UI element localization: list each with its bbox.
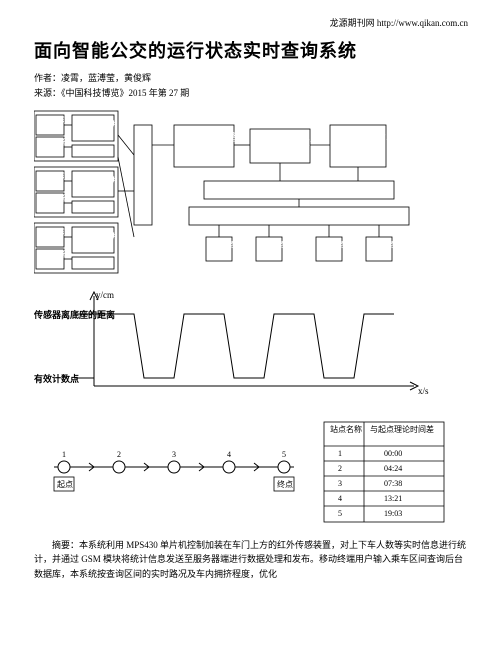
source-line: 来源：《中国科技博览》2015 年第 27 期 [34,86,468,99]
td: 07:38 [384,479,402,488]
page-title: 面向智能公交的运行状态实时查询系统 [34,37,468,63]
td: 2 [338,464,342,473]
td: 19:03 [384,509,402,518]
route-figure: 1 2 3 4 5 起点 终点 站点名称 [34,417,468,532]
node-num: 3 [172,450,176,459]
td: 00:00 [384,449,402,458]
terminal-label: 移动终端 [370,239,402,249]
wave-bottom-mark: 有效计数点 [34,373,79,384]
abstract-text: 摘要：本系统利用 MPS430 单片机控制加装在车门上方的红外传感装置，对上下车… [34,538,468,581]
td: 3 [338,479,342,488]
td: 1 [338,449,342,458]
query-site-label: 查询网站 [272,184,312,197]
td: 04:24 [384,464,402,473]
wave-chart: y/cm x/s 传感器离底座的距离 有效计数点 [34,286,468,411]
th: 与起点理论时间差 [370,424,434,434]
box-label: GSM模块 [76,202,109,212]
gsm-net-label: GSM网络 [138,135,148,173]
box-label: MPS430单片机 [76,175,128,185]
terminal-label: 移动终端 [320,239,352,249]
server-label: 服务器数据库系统 [336,129,416,142]
node-num: 4 [227,450,231,459]
td: 13:21 [384,494,402,503]
box-label: MPS430单片机 [76,231,128,241]
site-header: 龙源期刊网 http://www.qikan.com.cn [34,16,468,29]
wave-top-mark: 传感器离底座的距离 [34,309,115,320]
mobile-net-label: 移动互联网 [272,210,322,223]
node-label: 终点 [277,479,293,489]
node-num: 5 [282,450,286,459]
td: 5 [338,509,342,518]
th: 站点名称 [330,424,362,434]
node-num: 1 [62,450,66,459]
td: 4 [338,494,342,503]
y-axis-label: y/cm [96,290,114,300]
node-num: 2 [117,450,121,459]
terminal-label: 移动终端 [210,239,242,249]
box-label: GSM模块 [76,146,109,156]
x-axis-label: x/s [418,386,429,396]
system-diagram: 到站检测设备 前车门红外传感设备 MPS430单片机 GSM模块 到站检测设备 … [34,105,468,280]
terminal-label: 移动终端 [260,239,292,249]
node-label: 起点 [57,480,73,489]
authors-line: 作者：凌霄，蓝溥莹，黄俊辉 [34,71,468,84]
extract-label: 信息提取处理软件 [254,137,318,147]
box-label: MPS430单片机 [76,119,128,129]
box-label: GSM模块 [76,258,109,268]
